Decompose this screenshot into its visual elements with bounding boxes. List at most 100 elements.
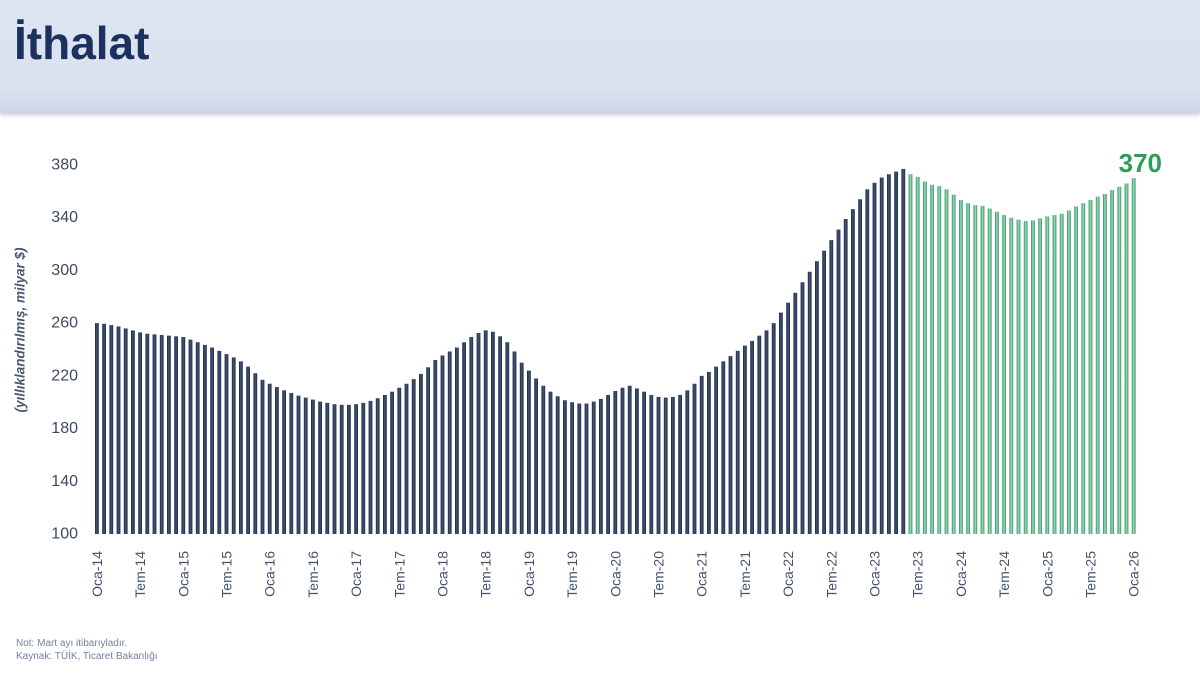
bar (930, 184, 934, 534)
bar (678, 394, 682, 534)
bar (246, 366, 250, 534)
bar (1016, 219, 1021, 534)
bar (289, 392, 294, 534)
bar (793, 292, 798, 534)
y-tick-label: 260 (51, 315, 78, 332)
footnote-note: Not: Mart ayı itibarıyladır. (16, 638, 128, 649)
bar (548, 391, 553, 534)
bar (858, 199, 862, 534)
bar (383, 394, 387, 534)
bar (663, 397, 668, 534)
bar (1031, 220, 1035, 534)
x-tick-label: Tem-23 (910, 551, 926, 598)
bar (469, 336, 474, 534)
bar (901, 168, 906, 534)
x-axis: Oca-14 Tem-14 Oca-15 Tem-15 Oca-16 Tem-16 Oca-… (89, 551, 1142, 598)
bar (152, 334, 157, 534)
footnote-source: Kaynak: TÜİK, Ticaret Bakanlığı (16, 651, 158, 662)
bar (498, 336, 502, 534)
x-tick-label: Tem-25 (1083, 551, 1099, 598)
bar (332, 404, 337, 534)
bar (138, 332, 142, 534)
bar (750, 340, 754, 534)
bar (1095, 196, 1100, 534)
bar (685, 390, 690, 534)
bar (347, 404, 351, 534)
bar (1081, 203, 1086, 534)
bar (203, 344, 207, 534)
x-tick-label: Tem-18 (478, 551, 494, 598)
bar (476, 333, 481, 534)
bar (843, 219, 848, 534)
bar (1038, 218, 1042, 534)
y-axis-title: (yıllıklandırılmış, milyar $) (13, 247, 28, 413)
bar (174, 336, 178, 534)
bar (995, 211, 999, 534)
bar (375, 398, 380, 534)
bar (627, 385, 632, 534)
bar (95, 323, 99, 534)
bar (714, 366, 718, 534)
y-tick-label: 100 (51, 526, 78, 543)
x-tick-label: Oca-23 (867, 551, 883, 597)
bar (915, 176, 920, 535)
x-tick-label: Oca-20 (607, 551, 623, 597)
bar (1052, 215, 1057, 534)
bar (419, 373, 423, 534)
bar (282, 390, 286, 534)
bar (822, 250, 826, 534)
bar (339, 404, 344, 534)
bar (699, 375, 704, 534)
y-tick-label: 220 (51, 367, 78, 384)
bar (109, 325, 114, 534)
bar (311, 399, 315, 534)
x-tick-label: Tem-16 (305, 551, 321, 598)
bar (620, 387, 625, 534)
x-tick-label: Tem-22 (823, 551, 839, 598)
series-actual (95, 168, 906, 535)
bar (692, 383, 697, 534)
bar (987, 208, 992, 535)
bar (966, 203, 970, 534)
bar (361, 402, 366, 534)
bar (887, 174, 891, 535)
bar (707, 371, 711, 534)
bar (944, 189, 949, 534)
bar (872, 182, 877, 535)
bar (836, 229, 841, 534)
bar (239, 361, 243, 534)
bar (123, 328, 128, 534)
bar (980, 205, 985, 534)
bar (116, 326, 121, 534)
bar (462, 342, 466, 534)
bar (1103, 193, 1107, 535)
bar (1074, 206, 1078, 534)
bar (325, 402, 330, 534)
bar (217, 350, 222, 534)
footnotes: Not: Mart ayı itibarıyladır. Kaynak: TÜİ… (16, 637, 158, 663)
bar (188, 339, 193, 534)
bar (440, 355, 445, 534)
bar (937, 186, 942, 534)
bar (800, 282, 805, 534)
bar (1045, 216, 1050, 534)
bar (404, 383, 409, 534)
bar (757, 335, 762, 534)
x-tick-label: Tem-20 (651, 551, 667, 598)
y-tick-label: 300 (51, 262, 78, 279)
bar (779, 312, 783, 534)
x-tick-label: Tem-24 (996, 551, 1012, 598)
x-tick-label: Oca-24 (953, 551, 969, 597)
bar (591, 401, 596, 534)
bar (951, 194, 956, 534)
bar (275, 387, 279, 534)
bar (541, 385, 546, 534)
bar (671, 396, 675, 534)
x-tick-label: Oca-15 (175, 551, 191, 597)
bar (318, 401, 322, 534)
bar (455, 347, 459, 534)
y-tick-label: 140 (51, 473, 78, 490)
bar (1131, 178, 1136, 534)
bar (807, 271, 812, 534)
bar (606, 394, 610, 534)
